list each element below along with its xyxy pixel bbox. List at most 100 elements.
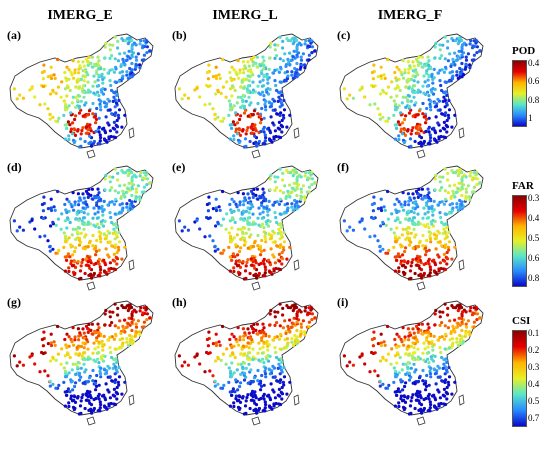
station-dot xyxy=(228,87,232,91)
station-dot xyxy=(383,343,387,347)
station-dot xyxy=(41,344,46,348)
station-dot xyxy=(97,383,101,387)
station-dot xyxy=(118,319,122,323)
station-dot xyxy=(246,393,250,397)
station-dot xyxy=(450,169,454,173)
station-dot xyxy=(376,374,380,378)
station-dot xyxy=(307,325,311,329)
station-dot xyxy=(244,264,248,268)
station-dot xyxy=(257,341,261,345)
station-dot xyxy=(461,340,466,344)
station-dot xyxy=(108,108,112,112)
station-dot xyxy=(273,180,277,184)
station-dot xyxy=(395,332,399,336)
station-dot xyxy=(242,71,246,75)
station-dot xyxy=(458,206,462,210)
station-dot xyxy=(397,137,401,142)
station-dot xyxy=(148,181,152,185)
station-dot xyxy=(261,357,265,361)
station-dot xyxy=(411,84,416,88)
station-dot xyxy=(449,64,453,68)
station-dot xyxy=(282,79,286,83)
station-dot xyxy=(66,351,70,355)
station-dot xyxy=(103,312,107,316)
station-dot xyxy=(248,139,252,144)
station-dot xyxy=(292,168,296,172)
station-dot xyxy=(422,206,426,210)
station-dot xyxy=(268,368,272,372)
station-dot xyxy=(434,308,438,313)
station-dot xyxy=(92,74,96,78)
station-dot xyxy=(236,326,240,330)
station-dot xyxy=(141,44,145,48)
station-dot xyxy=(273,211,277,215)
station-dot xyxy=(442,387,446,391)
station-dot xyxy=(373,102,377,106)
station-dot xyxy=(142,320,146,324)
station-dot xyxy=(260,201,264,205)
station-dot xyxy=(460,68,464,72)
station-dot xyxy=(81,246,85,250)
station-dot xyxy=(49,76,54,81)
station-dot xyxy=(74,237,78,241)
station-dot xyxy=(275,379,279,383)
hainan-outline xyxy=(416,149,426,159)
station-dot xyxy=(379,343,384,348)
station-dot xyxy=(43,369,47,373)
station-dot xyxy=(64,258,69,262)
station-dot xyxy=(73,200,77,204)
station-dot xyxy=(113,380,117,385)
station-dot xyxy=(239,352,243,356)
station-dot xyxy=(56,85,61,89)
station-dot xyxy=(30,218,34,222)
station-dot xyxy=(418,134,422,138)
station-dot xyxy=(120,209,125,213)
station-dot xyxy=(57,248,61,252)
station-dot xyxy=(276,99,280,103)
station-dot xyxy=(386,352,390,356)
station-dot xyxy=(18,360,22,364)
station-dot xyxy=(271,364,275,368)
station-dot xyxy=(115,360,119,364)
station-dot xyxy=(416,260,420,264)
station-dot xyxy=(423,381,428,385)
station-dot xyxy=(120,392,124,396)
station-dot xyxy=(396,84,400,88)
station-dot xyxy=(241,360,245,365)
station-dot xyxy=(99,136,103,140)
station-dot xyxy=(238,395,242,399)
station-dot xyxy=(271,97,275,101)
station-dot xyxy=(397,266,401,270)
station-dot xyxy=(412,331,416,335)
station-dot xyxy=(445,101,449,105)
taiwan-outline xyxy=(293,127,300,139)
station-dot xyxy=(420,276,424,280)
station-dot xyxy=(49,341,53,345)
station-dot xyxy=(422,271,426,276)
station-dot xyxy=(91,197,95,201)
station-dot xyxy=(111,43,115,47)
station-dot xyxy=(295,316,299,321)
station-dot xyxy=(113,259,117,263)
station-dot xyxy=(443,402,448,407)
station-dot xyxy=(96,90,100,94)
station-dot xyxy=(235,340,239,344)
station-dot xyxy=(432,199,436,203)
station-dot xyxy=(130,181,134,186)
station-dot xyxy=(91,351,95,355)
station-dot xyxy=(195,86,199,90)
station-dot xyxy=(461,43,465,47)
station-dot xyxy=(110,186,114,190)
station-dot xyxy=(117,248,121,252)
station-dot xyxy=(249,368,253,372)
station-dot xyxy=(256,84,260,88)
station-dot xyxy=(233,355,237,360)
station-dot xyxy=(227,245,231,249)
station-dot xyxy=(263,133,267,137)
station-dot xyxy=(416,60,421,64)
station-dot xyxy=(376,239,380,243)
station-dot xyxy=(379,76,384,81)
station-dot xyxy=(102,199,106,203)
taiwan-outline xyxy=(458,127,465,139)
station-dot xyxy=(109,266,113,271)
